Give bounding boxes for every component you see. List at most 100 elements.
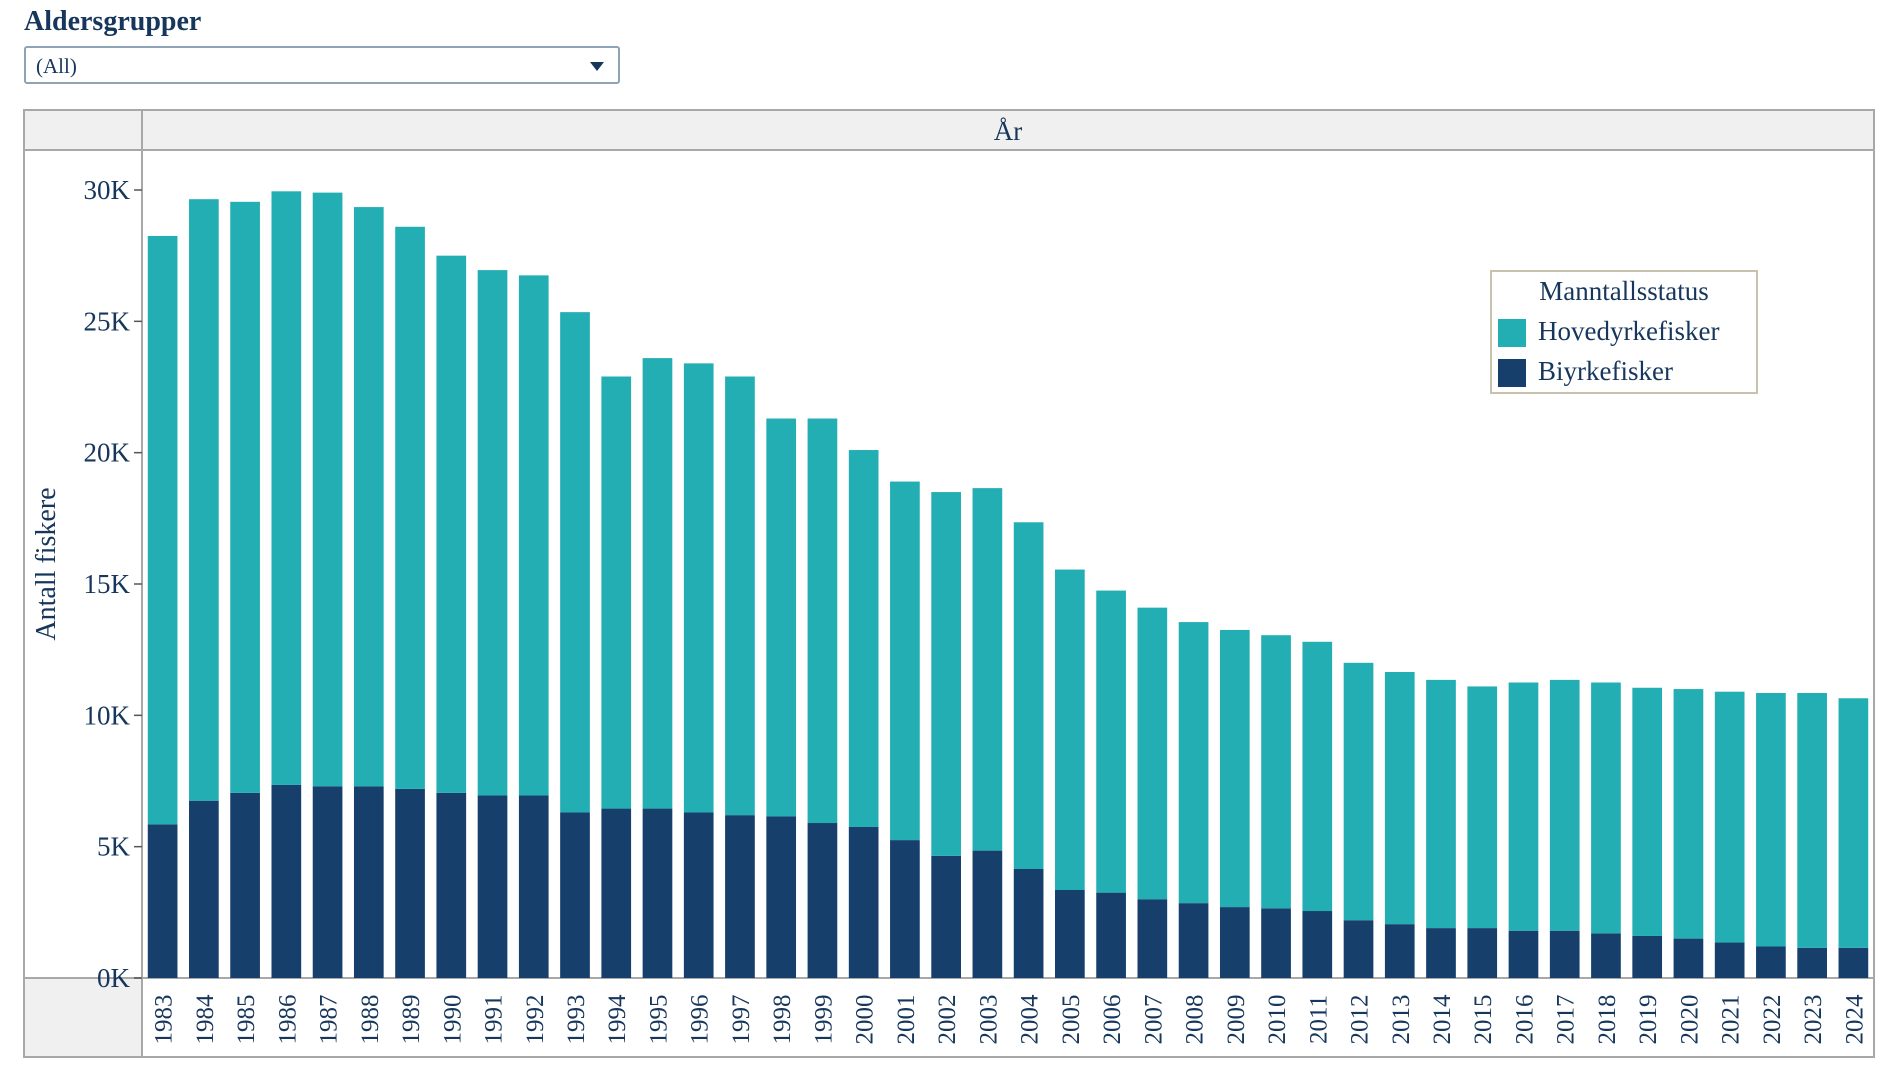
y-tick-label: 25K: [84, 306, 131, 336]
y-tick-label: 20K: [84, 438, 131, 468]
bar-biyrkefisker-1995: [642, 808, 673, 978]
bar-hovedyrkefisker-1997: [725, 376, 755, 816]
bar-biyrkefisker-2000: [848, 826, 879, 978]
x-tick-label-1999: 1999: [810, 995, 837, 1045]
bar-hovedyrkefisker-2016: [1508, 682, 1539, 931]
x-tick-label-1989: 1989: [398, 995, 425, 1045]
x-tick-label-2014: 2014: [1429, 994, 1456, 1045]
bar-hovedyrkefisker-1983: [147, 235, 178, 825]
bar-hovedyrkefisker-1993: [560, 312, 590, 813]
x-tick-label-1990: 1990: [439, 995, 466, 1045]
x-tick-label-2023: 2023: [1800, 995, 1827, 1045]
bar-biyrkefisker-1996: [683, 812, 714, 978]
age-group-dropdown[interactable]: (All): [24, 46, 620, 84]
bar-biyrkefisker-1993: [560, 812, 590, 978]
x-tick-label-1985: 1985: [233, 995, 260, 1045]
bar-biyrkefisker-1988: [353, 786, 384, 978]
bar-hovedyrkefisker-2023: [1797, 693, 1827, 948]
x-tick-label-1986: 1986: [274, 995, 301, 1045]
filter-title: Aldersgrupper: [24, 6, 202, 37]
dropdown-value: (All): [36, 54, 77, 78]
legend-label: Biyrkefisker: [1538, 356, 1673, 386]
bar-biyrkefisker-1998: [766, 816, 797, 978]
bar-biyrkefisker-1987: [312, 786, 343, 978]
bar-biyrkefisker-1994: [601, 808, 632, 978]
bar-biyrkefisker-2004: [1013, 868, 1044, 978]
bar-hovedyrkefisker-1986: [271, 191, 302, 785]
x-tick-label-2004: 2004: [1017, 994, 1044, 1045]
x-tick-label-2003: 2003: [975, 995, 1002, 1045]
bar-biyrkefisker-2018: [1591, 933, 1621, 978]
bar-biyrkefisker-2003: [972, 850, 1003, 978]
bar-hovedyrkefisker-1999: [807, 418, 838, 824]
legend-swatch-biyrkefisker: [1498, 359, 1526, 387]
corner-footer-cell: [23, 977, 143, 1058]
bar-biyrkefisker-2014: [1426, 928, 1456, 978]
bar-hovedyrkefisker-2006: [1096, 590, 1126, 893]
bar-biyrkefisker-1991: [477, 795, 508, 978]
x-tick-label-2011: 2011: [1305, 995, 1332, 1044]
bar-biyrkefisker-1983: [147, 824, 178, 978]
bar-biyrkefisker-1986: [271, 784, 302, 978]
bar-biyrkefisker-2008: [1178, 903, 1209, 978]
y-tick-label: 15K: [84, 569, 131, 599]
bar-biyrkefisker-2020: [1673, 938, 1704, 978]
bar-hovedyrkefisker-2020: [1673, 689, 1704, 939]
bar-biyrkefisker-2011: [1302, 911, 1333, 978]
bar-hovedyrkefisker-1998: [766, 418, 797, 817]
x-tick-label-2006: 2006: [1099, 995, 1126, 1045]
bar-hovedyrkefisker-2024: [1838, 698, 1869, 948]
x-tick-label-2005: 2005: [1058, 995, 1085, 1045]
x-tick-label-2017: 2017: [1553, 995, 1580, 1045]
bar-biyrkefisker-2005: [1055, 890, 1085, 978]
bar-hovedyrkefisker-2000: [848, 450, 879, 827]
bar-hovedyrkefisker-1995: [642, 358, 673, 809]
x-tick-label-2007: 2007: [1140, 995, 1167, 1045]
x-tick-label-2015: 2015: [1470, 995, 1497, 1045]
x-tick-label-1993: 1993: [563, 995, 590, 1045]
y-tick-label: 5K: [97, 832, 131, 862]
bar-hovedyrkefisker-2011: [1302, 641, 1333, 912]
bar-hovedyrkefisker-1990: [436, 255, 467, 793]
x-tick-label-2018: 2018: [1594, 995, 1621, 1045]
bar-biyrkefisker-1984: [189, 800, 219, 978]
column-header-cell: [141, 109, 1875, 151]
bar-biyrkefisker-2019: [1632, 935, 1663, 978]
bar-biyrkefisker-2012: [1343, 920, 1374, 978]
x-tick-label-1988: 1988: [357, 995, 384, 1045]
bar-biyrkefisker-2010: [1261, 908, 1291, 978]
x-tick-label-2000: 2000: [852, 995, 879, 1045]
bar-biyrkefisker-2007: [1137, 899, 1168, 978]
bar-biyrkefisker-2006: [1096, 892, 1126, 978]
bar-hovedyrkefisker-2019: [1632, 687, 1663, 936]
legend-title: Manntallsstatus: [1539, 276, 1709, 306]
bar-hovedyrkefisker-2015: [1467, 686, 1498, 929]
x-tick-label-2002: 2002: [934, 995, 961, 1045]
bar-hovedyrkefisker-1991: [477, 270, 508, 796]
bar-biyrkefisker-2015: [1467, 928, 1498, 978]
bar-biyrkefisker-2016: [1508, 930, 1539, 978]
x-tick-label-2013: 2013: [1388, 995, 1415, 1045]
legend-label: Hovedyrkefisker: [1538, 316, 1720, 346]
x-tick-label-2024: 2024: [1841, 994, 1868, 1045]
x-tick-label-2012: 2012: [1347, 995, 1374, 1045]
x-tick-label-1987: 1987: [316, 995, 343, 1045]
legend-swatch-hovedyrkefisker: [1498, 319, 1526, 347]
bar-hovedyrkefisker-2001: [890, 481, 920, 841]
x-tick-label-1984: 1984: [192, 994, 219, 1045]
y-axis-panel: [23, 149, 143, 979]
y-tick-label: 30K: [84, 175, 131, 205]
bar-hovedyrkefisker-1989: [395, 226, 425, 789]
bar-hovedyrkefisker-1992: [518, 275, 549, 796]
x-tick-label-2019: 2019: [1635, 995, 1662, 1045]
bar-biyrkefisker-1992: [518, 795, 549, 978]
bar-hovedyrkefisker-2010: [1261, 635, 1291, 909]
bar-hovedyrkefisker-2004: [1013, 522, 1044, 869]
bar-hovedyrkefisker-2022: [1756, 693, 1786, 947]
x-tick-label-2008: 2008: [1182, 995, 1209, 1045]
chevron-down-icon[interactable]: [590, 62, 604, 71]
bar-hovedyrkefisker-1984: [189, 199, 219, 801]
corner-header-cell: [23, 109, 143, 151]
y-tick-label: 10K: [84, 700, 131, 730]
